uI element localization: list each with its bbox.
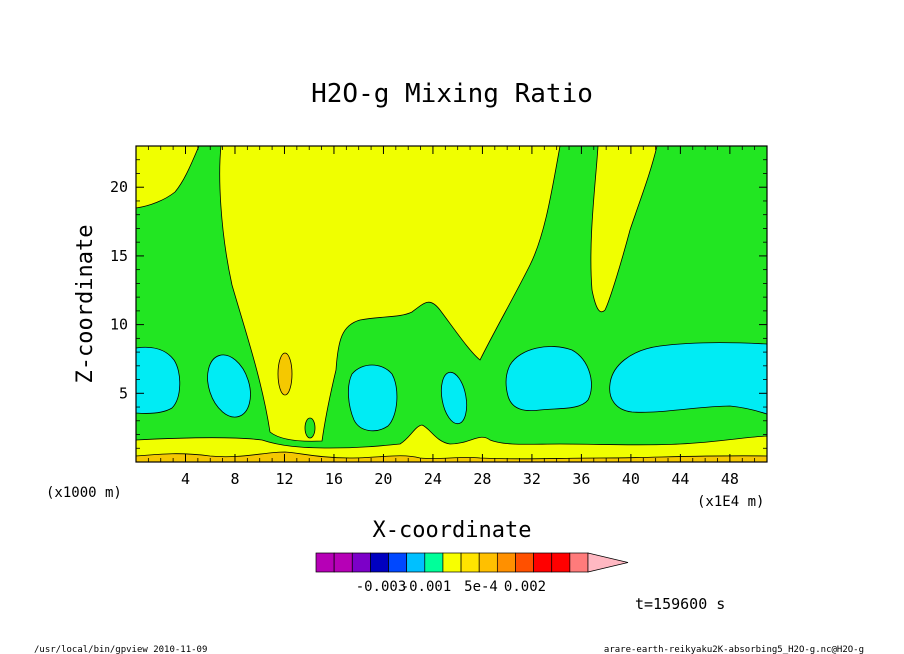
y-axis: 5 10 15 20 [110,159,767,449]
plot-frame [135,145,768,463]
plot-area [135,145,768,463]
colorbar-segment-10 [496,552,516,573]
x-tick-label-9: 40 [622,470,640,488]
colorbar-segment-6 [424,552,444,573]
x-tick-label-8: 36 [572,470,590,488]
contour-cyan-blob-3 [348,364,398,432]
colorbar-segment-3 [370,552,389,573]
x-tick-label-6: 28 [473,470,491,488]
colorbar-label-3: 0.002 [504,579,546,595]
colorbar-segment-5 [406,552,426,573]
footer-right: arare-earth-reikyaku2K-absorbing5_H2O-g.… [604,645,864,654]
colorbar-arrow [587,552,629,573]
colorbar-labels: -0.003-0.001 5e-4 0.002 [356,579,546,595]
colorbar-segment-8 [460,552,480,573]
colorbar-segment-2 [351,552,371,573]
time-label: t=159600 s [635,595,725,613]
colorbar [315,552,629,573]
colorbar-segment-13 [551,552,571,573]
x-unit-left: (x1000 m) [46,485,122,501]
y-tick-label-0: 5 [119,384,128,402]
contour-orange-blob-1 [277,352,293,396]
colorbar-segment-4 [388,552,408,573]
colorbar-label-2: 5e-4 [464,579,498,595]
colorbar-segment-12 [533,552,553,573]
x-axis: 4 8 12 16 20 24 28 32 36 40 44 48 [147,146,756,488]
chart-title: H2O-g Mixing Ratio [311,79,593,109]
colorbar-segment-0 [315,552,335,573]
contour-orange-bottom [136,451,767,462]
y-axis-label: Z-coordinate [73,225,98,384]
footer-left: /usr/local/bin/gpview 2010-11-09 [34,645,207,654]
contour-cyan-blob-6 [609,342,767,415]
colorbar-segment-7 [442,552,462,573]
contour-cyan-blob-5 [505,346,592,412]
contour-cyan-blob-2 [207,354,251,418]
x-tick-label-0: 4 [181,470,190,488]
x-tick-label-7: 32 [523,470,541,488]
x-tick-label-3: 16 [325,470,343,488]
x-tick-label-1: 8 [230,470,239,488]
colorbar-segment-11 [515,552,534,573]
x-tick-label-11: 48 [721,470,739,488]
x-unit-right: (x1E4 m) [697,494,764,510]
y-tick-label-1: 10 [110,316,128,334]
contour-cyan-blob-1 [136,346,181,414]
colorbar-segment-9 [478,552,498,573]
colorbar-label-0: -0.003 [356,579,407,595]
y-tick-label-3: 20 [110,178,128,196]
x-tick-label-10: 44 [671,470,689,488]
x-tick-label-2: 12 [275,470,293,488]
colorbar-segment-14 [569,552,589,573]
x-tick-label-5: 24 [424,470,442,488]
y-tick-label-2: 15 [110,247,128,265]
colorbar-label-1: -0.001 [401,579,452,595]
contour-cyan-blob-4 [440,371,468,425]
x-axis-label: X-coordinate [373,518,532,543]
colorbar-segment-1 [333,552,353,573]
x-tick-label-4: 20 [374,470,392,488]
contour-green-blob-small [304,417,316,439]
